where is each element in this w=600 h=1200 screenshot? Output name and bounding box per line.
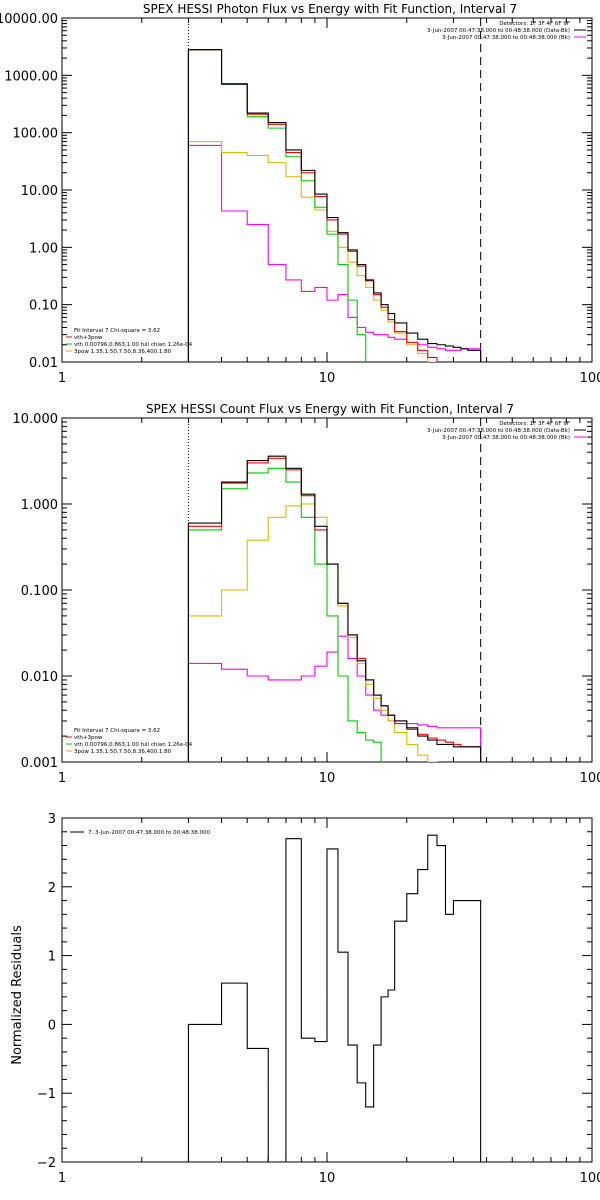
series-line-residuals <box>187 834 482 1162</box>
residuals-panel: Normalized Residuals 1 10 100 −2 −1 0 1 2 3 7. 3-… <box>10 812 600 1186</box>
legend-left-entry: 3pow 1.35,1.50,7.50,8.36,400,1.80 <box>74 749 172 755</box>
y-tick-label: 1.00 <box>29 241 58 256</box>
series-line-vth <box>187 49 482 362</box>
series-line-vth-3pow <box>187 457 482 762</box>
y-tick-label: 2 <box>48 881 56 896</box>
legend-right-entry: 3-Jun-2007 00:47:38.000 to 00:48:38.000 … <box>442 435 570 441</box>
y-tick-label: 10.000 <box>13 412 59 427</box>
y-tick-label: 100.00 <box>13 127 59 142</box>
x-tick-label: 10 <box>319 1171 336 1186</box>
legend-left-entry: vth 0.00796,0.863,1.00 full chian 1.26e-… <box>74 742 193 748</box>
y-tick-label: 0.010 <box>21 670 58 685</box>
x-tick-label: 10 <box>319 771 336 786</box>
plot-frame <box>61 17 593 363</box>
legend-left-entry: Fit Interval 7 Chi-square = 3.62 <box>74 328 160 334</box>
y-tick-label: 0.01 <box>29 356 58 371</box>
x-tick-label: 100 <box>580 371 600 386</box>
y-tick-label: 3 <box>48 812 56 827</box>
y-tick-label: −1 <box>37 1087 56 1102</box>
count-flux-panel: SPEX HESSI Count Flux vs Energy with Fit… <box>13 402 600 786</box>
legend-right-entry: 3-Jun-2007 00:47:38.000 to 00:48:38.000 … <box>427 28 570 34</box>
count-flux-title: SPEX HESSI Count Flux vs Energy with Fit… <box>146 402 514 416</box>
y-tick-label: 1.000 <box>21 498 58 513</box>
series-line-vth-3pow <box>187 49 482 362</box>
series-line-bk <box>187 144 482 362</box>
y-tick-label: 0 <box>48 1018 56 1033</box>
legend-right-entry: Detectors: 1F 3F 4F 6F 9F <box>499 21 570 27</box>
legend-right-entry: Detectors: 1F 3F 4F 6F 9F <box>499 421 570 427</box>
photon-flux-panel: SPEX HESSI Photon Flux vs Energy with Fi… <box>0 2 600 386</box>
y-tick-label: 1 <box>48 950 56 965</box>
y-tick-label: 0.001 <box>21 756 58 771</box>
x-tick-label: 1 <box>58 371 66 386</box>
legend-right-entry: 3-Jun-2007 00:47:38.000 to 00:48:38.000 … <box>427 428 570 434</box>
series-line-data-bk <box>187 455 482 762</box>
legend-left-entry: Fit Interval 7 Chi-square = 3.62 <box>74 728 160 734</box>
x-tick-label: 1 <box>58 771 66 786</box>
x-tick-label: 1 <box>58 1171 66 1186</box>
photon-flux-title: SPEX HESSI Photon Flux vs Energy with Fi… <box>143 2 517 16</box>
legend-left-entry: vth+3pow <box>74 735 103 741</box>
x-tick-label: 10 <box>319 371 336 386</box>
legend-left-entry: vth 0.00796,0.863,1.00 full chian 1.26e-… <box>74 342 193 348</box>
series-line-3pow <box>187 503 482 762</box>
x-tick-label: 100 <box>580 1171 600 1186</box>
residuals-y-axis-label: Normalized Residuals <box>10 925 25 1065</box>
legend-left-entry: 3pow 1.35,1.50,7.50,8.36,400,1.80 <box>74 349 172 355</box>
y-tick-label: 10000.00 <box>0 12 58 27</box>
residuals-legend-entry: 7. 3-Jun-2007 00:47:38.000 to 00:48:38.0… <box>88 830 211 836</box>
y-tick-label: 10.00 <box>21 184 58 199</box>
legend-right-entry: 3-Jun-2007 00:47:38.000 to 00:48:38.000 … <box>442 35 570 41</box>
series-line-bk <box>187 635 482 762</box>
x-tick-label: 100 <box>580 771 600 786</box>
legend-left-entry: vth+3pow <box>74 335 103 341</box>
y-tick-label: 0.10 <box>29 299 58 314</box>
y-tick-label: 1000.00 <box>4 69 58 84</box>
y-tick-label: −2 <box>37 1156 56 1171</box>
series-line-data-bk <box>187 49 482 362</box>
series-line-vth <box>187 467 482 762</box>
y-tick-label: 0.100 <box>21 584 58 599</box>
